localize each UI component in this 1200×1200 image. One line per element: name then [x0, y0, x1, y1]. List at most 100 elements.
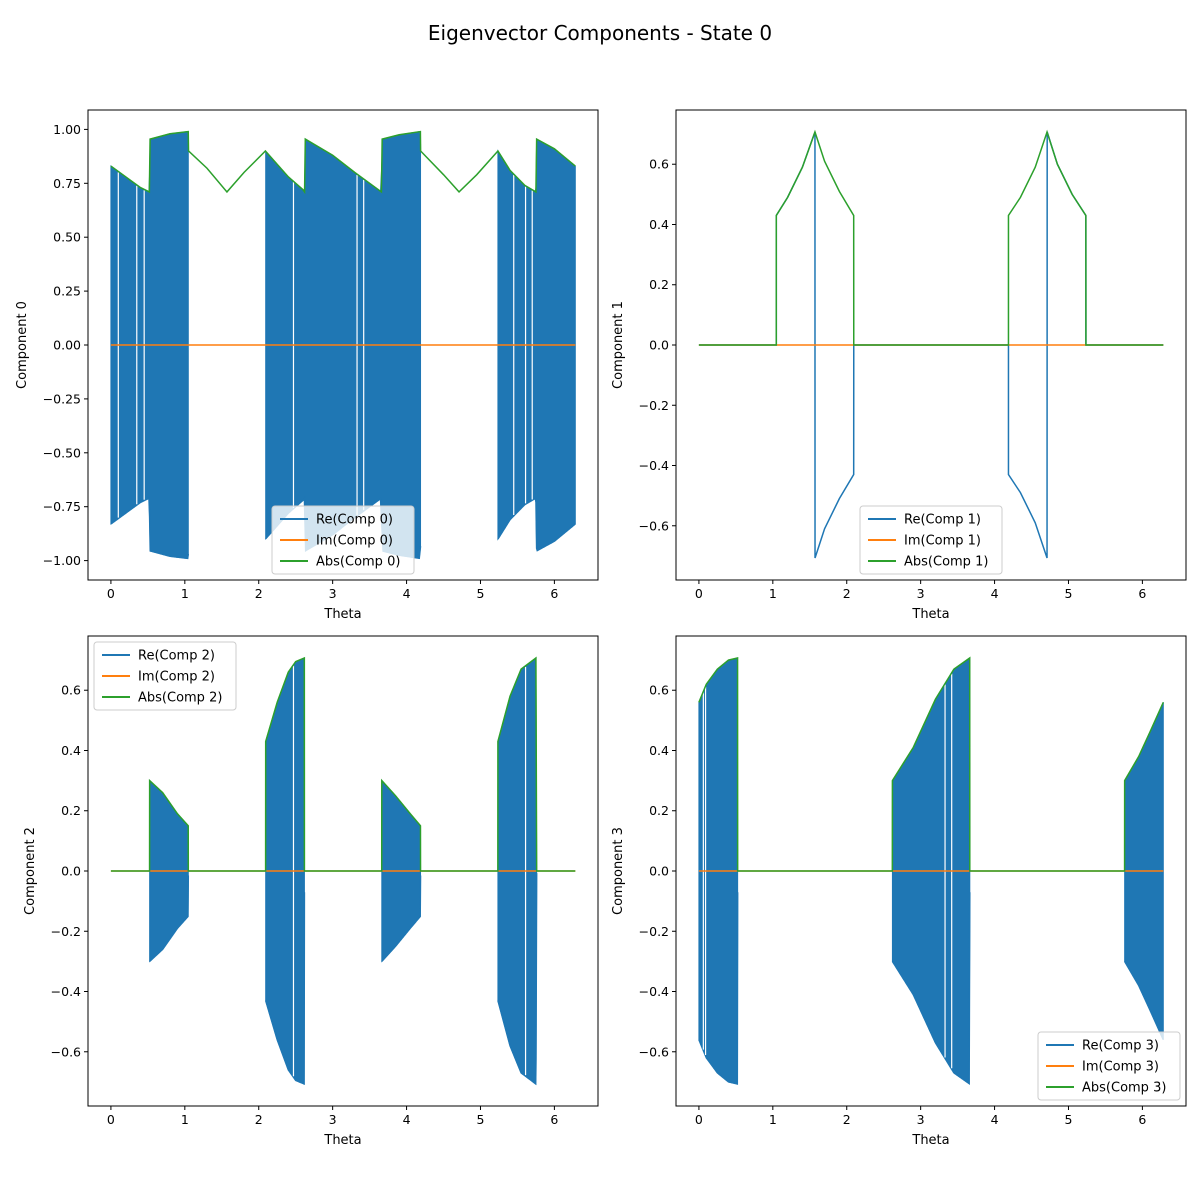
x-tick-label: 6: [1138, 1112, 1146, 1127]
x-tick-label: 1: [769, 1112, 777, 1127]
y-tick-label: 0.50: [53, 230, 81, 245]
x-tick-label: 0: [695, 586, 703, 601]
abs-series: [698, 656, 1164, 872]
x-tick-label: 2: [843, 1112, 851, 1127]
legend-box: [93, 641, 237, 711]
x-tick-label: 6: [550, 1112, 558, 1127]
abs-series: [110, 130, 576, 195]
y-tick-label: −0.50: [43, 445, 81, 460]
legend: Re(Comp 0) Im(Comp 0) Abs(Comp 0): [271, 505, 415, 575]
legend-label: Re(Comp 1): [904, 513, 981, 528]
y-tick-label: 1.00: [53, 122, 81, 137]
y-axis-label: Component 0: [15, 301, 30, 389]
legend: Re(Comp 1) Im(Comp 1) Abs(Comp 1): [859, 505, 1003, 575]
legend-label: Im(Comp 0): [316, 534, 393, 549]
re-envelope: [497, 873, 538, 1086]
y-tick-label: −1.00: [43, 553, 81, 568]
y-tick-label: −0.6: [51, 1044, 81, 1059]
y-tick-label: −0.2: [639, 924, 669, 939]
y-tick-label: −0.6: [639, 1044, 669, 1059]
x-tick-label: 0: [107, 586, 115, 601]
y-tick-label: 0.00: [53, 338, 81, 353]
y-tick-label: 0.2: [61, 803, 81, 818]
abs-series: [698, 129, 1164, 346]
subplot-bottom-left: 0 1 2 3 4 5 6 −0.6 −0.4 −0.2 0.0 0.2 0.4 0.6 Theta Comp…: [23, 635, 599, 1148]
re-envelope: [891, 892, 971, 1086]
y-tick-label: 0.2: [649, 277, 669, 292]
figure-title: Eigenvector Components - State 0: [428, 21, 772, 45]
subplot-top-right: 0 1 2 3 4 5 6 −0.6 −0.4 −0.2 0.0 0.2 0.4 0.6 Theta Comp…: [611, 109, 1187, 622]
re-envelope: [381, 875, 422, 962]
legend-label: Im(Comp 2): [138, 670, 215, 685]
y-tick-label: 0.0: [649, 864, 669, 879]
legend-label: Im(Comp 1): [904, 534, 981, 549]
plot-area: [110, 656, 576, 1086]
y-tick-label: −0.2: [639, 398, 669, 413]
x-tick-label: 4: [991, 1112, 999, 1127]
x-tick-label: 5: [477, 1112, 485, 1127]
x-axis-label: Theta: [323, 1133, 361, 1148]
re-envelope: [110, 497, 190, 560]
plot-area: [110, 130, 576, 560]
plot-area: [698, 129, 1164, 559]
y-tick-label: 0.25: [53, 284, 81, 299]
y-tick-label: 0.6: [61, 683, 81, 698]
y-axis-label: Component 2: [23, 827, 38, 915]
y-tick-label: −0.4: [51, 984, 81, 999]
y-tick-label: −0.2: [51, 924, 81, 939]
x-tick-label: 3: [329, 1112, 337, 1127]
y-tick-label: −0.75: [43, 499, 81, 514]
legend-label: Abs(Comp 1): [904, 555, 988, 570]
y-tick-label: 0.75: [53, 176, 81, 191]
x-tick-label: 6: [550, 586, 558, 601]
legend-label: Im(Comp 3): [1082, 1060, 1159, 1075]
abs-series: [110, 656, 576, 872]
x-axis-label: Theta: [911, 1133, 949, 1148]
re-envelope: [264, 892, 306, 1086]
x-tick-label: 2: [255, 1112, 263, 1127]
x-tick-label: 5: [1065, 586, 1073, 601]
legend-label: Re(Comp 3): [1082, 1039, 1159, 1054]
x-tick-label: 2: [843, 586, 851, 601]
legend-label: Abs(Comp 2): [138, 691, 222, 706]
x-tick-label: 3: [329, 586, 337, 601]
x-tick-label: 3: [917, 586, 925, 601]
y-tick-label: −0.6: [639, 518, 669, 533]
y-tick-label: 0.6: [649, 683, 669, 698]
y-tick-label: 0.0: [61, 864, 81, 879]
y-tick-label: 0.4: [649, 217, 669, 232]
x-tick-label: 1: [769, 586, 777, 601]
x-tick-label: 5: [477, 586, 485, 601]
legend: Re(Comp 3) Im(Comp 3) Abs(Comp 3): [1037, 1031, 1181, 1101]
y-tick-label: 0.2: [649, 803, 669, 818]
subplot-bottom-right: 0 1 2 3 4 5 6 −0.6 −0.4 −0.2 0.0 0.2 0.4 0.6 Theta Comp…: [611, 635, 1187, 1148]
y-tick-label: −0.4: [639, 984, 669, 999]
legend-box: [1037, 1031, 1181, 1101]
y-tick-label: 0.4: [649, 743, 669, 758]
legend: Re(Comp 2) Im(Comp 2) Abs(Comp 2): [93, 641, 237, 711]
x-tick-label: 2: [255, 586, 263, 601]
subplot-grid: 0 1 2 3 4 5 6−1.00−0.75−0.50−0.250.000.250.500…: [15, 109, 1187, 1148]
x-tick-label: 5: [1065, 1112, 1073, 1127]
x-axis-label: Theta: [911, 607, 949, 622]
x-tick-label: 0: [107, 1112, 115, 1127]
re-envelope: [497, 497, 576, 552]
x-tick-label: 0: [695, 1112, 703, 1127]
y-axis-label: Component 3: [611, 827, 626, 915]
y-tick-label: 0.4: [61, 743, 81, 758]
x-tick-label: 4: [403, 1112, 411, 1127]
legend-label: Re(Comp 2): [138, 649, 215, 664]
y-tick-label: 0.0: [649, 338, 669, 353]
y-tick-label: −0.4: [639, 458, 669, 473]
legend-label: Abs(Comp 0): [316, 555, 400, 570]
legend-label: Re(Comp 0): [316, 513, 393, 528]
legend-label: Abs(Comp 3): [1082, 1081, 1166, 1096]
y-tick-label: −0.25: [43, 391, 81, 406]
legend-box: [271, 505, 415, 575]
x-tick-label: 6: [1138, 586, 1146, 601]
subplot-top-left: 0 1 2 3 4 5 6 −1.00 −0.75 −0.50 −0.25 0.00 0.25 0.50 0…: [15, 109, 599, 622]
x-tick-label: 1: [181, 586, 189, 601]
re-envelope: [698, 892, 739, 1085]
y-tick-label: 0.6: [649, 157, 669, 172]
